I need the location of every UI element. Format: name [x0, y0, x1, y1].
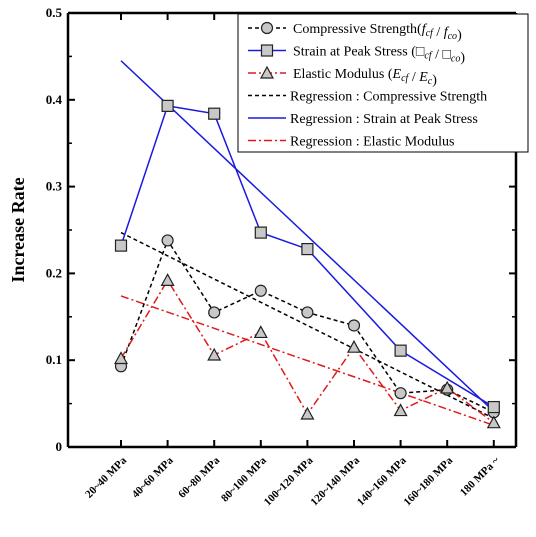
legend-label: Strain at Peak Stress (□cf / □co)	[293, 45, 465, 66]
data-point-triangle	[393, 403, 408, 417]
data-point-triangle	[486, 415, 501, 429]
legend-box	[237, 13, 529, 153]
data-point-square	[394, 344, 407, 357]
legend-marker-triangle	[259, 65, 275, 79]
x-tick-label: 20~40 MPa	[83, 454, 129, 500]
data-point-triangle	[346, 339, 362, 353]
x-tick-label: 160~180 MPa	[402, 454, 456, 508]
series-lines	[120, 105, 495, 424]
x-tick-label: 60~80 MPa	[176, 454, 222, 500]
regression-lines	[120, 60, 495, 427]
data-point-square	[114, 239, 128, 252]
data-point-circle	[347, 319, 361, 332]
data-point-circle	[208, 306, 221, 319]
regression-line	[120, 60, 495, 412]
data-point-circle	[394, 387, 407, 400]
regression-line	[120, 295, 495, 427]
legend-marker-circle	[260, 21, 274, 35]
legend-label: Regression : Elastic Modulus	[290, 135, 455, 150]
x-tick-label: 180 MPa ~	[458, 454, 502, 498]
data-point-triangle	[113, 351, 129, 365]
legend: Compressive Strength(fcf / fco)Strain at…	[237, 13, 529, 153]
legend-marker-square	[260, 44, 274, 57]
data-point-triangle	[440, 380, 455, 394]
x-tick-label: 80~100 MPa	[219, 454, 269, 504]
data-point-square	[208, 107, 221, 120]
data-point-triangle	[160, 273, 175, 286]
y-tick-label: 0.5	[46, 5, 63, 20]
y-tick-label: 0.3	[46, 179, 63, 194]
y-tick-label: 0.4	[46, 92, 63, 107]
data-point-square	[487, 400, 500, 414]
data-point-square	[254, 226, 267, 239]
data-point-triangle	[300, 406, 315, 420]
markers	[113, 99, 501, 429]
legend-label: Compressive Strength(fcf / fco)	[293, 22, 462, 43]
data-point-circle	[301, 306, 314, 319]
legend-label: Elastic Modulus (Ecf / Ec)	[293, 67, 437, 88]
y-tick-label: 0.2	[46, 265, 62, 280]
y-tick-label: 0.1	[46, 352, 62, 367]
legend-label: Regression : Strain at Peak Stress	[290, 112, 478, 127]
x-tick-label: 40~60 MPa	[130, 454, 176, 500]
data-point-circle	[254, 284, 267, 297]
data-point-square	[301, 242, 314, 256]
data-point-square	[161, 99, 174, 112]
data-point-triangle	[207, 347, 222, 361]
data-point-triangle	[253, 325, 268, 339]
data-point-circle	[161, 234, 174, 247]
y-tick-label: 0	[56, 439, 63, 454]
y-axis-title: Increase Rate	[8, 177, 28, 282]
series-line	[120, 278, 495, 424]
series-line	[120, 238, 495, 413]
legend-label: Regression : Compressive Strength	[290, 90, 487, 105]
